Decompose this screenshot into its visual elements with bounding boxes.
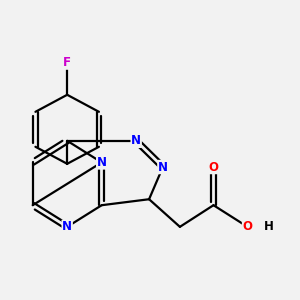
Text: N: N xyxy=(97,156,107,169)
Text: F: F xyxy=(63,56,71,69)
Text: N: N xyxy=(131,134,141,147)
Text: N: N xyxy=(158,160,168,173)
Text: O: O xyxy=(242,220,253,233)
Text: N: N xyxy=(62,220,72,233)
Text: O: O xyxy=(208,160,218,173)
Text: H: H xyxy=(264,220,274,233)
